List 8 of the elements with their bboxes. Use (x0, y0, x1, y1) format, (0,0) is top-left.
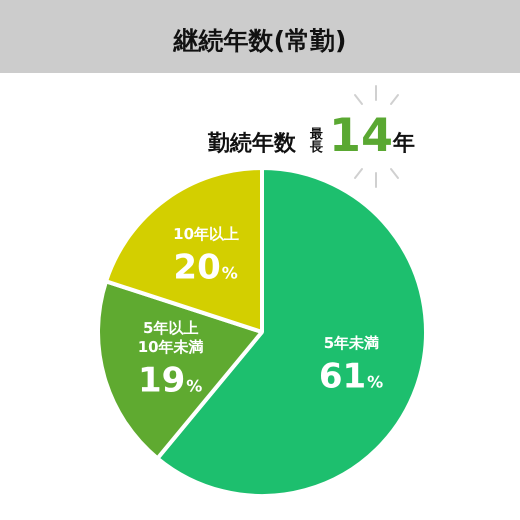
data-label: 19% (138, 360, 202, 401)
data-label: 20% (173, 248, 238, 288)
chart-subtitle: 勤続年数 (208, 131, 296, 156)
slice-label: 5年以上 10年未満 (138, 318, 204, 356)
data-label: 61% (318, 356, 384, 397)
slice-label: 10年以上 (173, 224, 240, 243)
chart-title: 継続年数(常勤) (174, 25, 346, 57)
slice-label: 5年未満 (324, 334, 380, 352)
